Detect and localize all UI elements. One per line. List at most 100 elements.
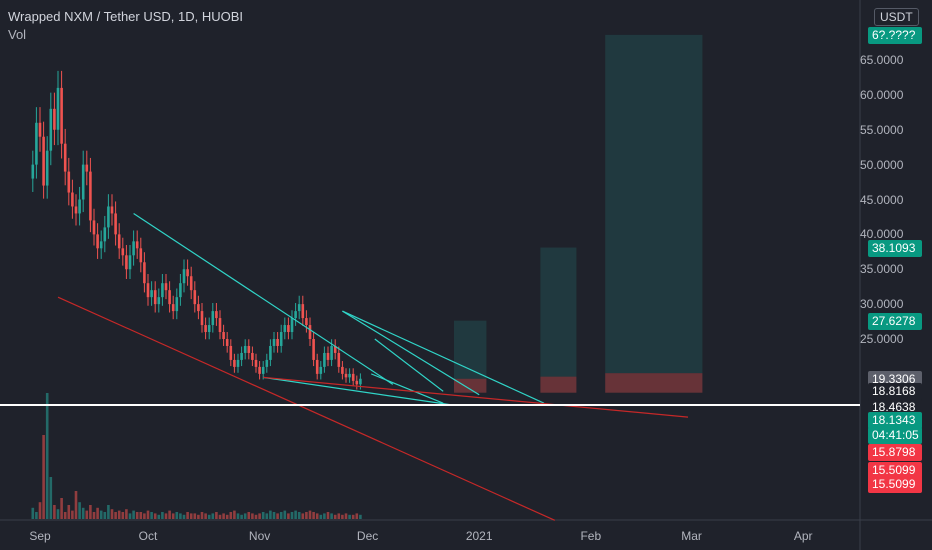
- volume-bar: [308, 510, 312, 519]
- candle-body: [294, 311, 297, 319]
- volume-bar: [276, 513, 279, 519]
- volume-bar: [305, 512, 308, 519]
- trend-line-5: [370, 373, 444, 404]
- volume-bar: [261, 512, 265, 519]
- volume-bar: [290, 512, 294, 519]
- candle-body: [143, 262, 146, 284]
- volume-bar: [135, 512, 139, 519]
- volume-bar: [171, 513, 175, 519]
- volume-bar: [132, 510, 135, 519]
- volume-bar: [143, 513, 146, 519]
- price-tag: 15.5099: [868, 476, 922, 494]
- candle-body: [207, 325, 211, 333]
- volume-bar: [337, 513, 341, 519]
- candle-body: [53, 108, 56, 130]
- candlesticks: [31, 70, 362, 390]
- symbol-title: Wrapped NXM / Tether USD, 1D, HUOBI: [8, 9, 244, 24]
- candle-body: [135, 241, 139, 249]
- candle-body: [60, 87, 63, 144]
- volume-bar: [279, 512, 283, 519]
- volume-bar: [341, 514, 344, 519]
- candle-body: [161, 283, 164, 298]
- volume-bar: [297, 512, 301, 519]
- candle-body: [301, 304, 305, 319]
- volume-bar: [139, 512, 143, 519]
- candle-body: [323, 352, 326, 367]
- time-tick-label: Apr: [793, 529, 813, 543]
- candle-body: [117, 234, 121, 249]
- price-tick-label: 25.0000: [860, 332, 904, 346]
- candle-body: [121, 248, 125, 256]
- volume-bar: [81, 507, 85, 519]
- volume-bar: [121, 512, 125, 519]
- price-tick-label: 35.0000: [860, 262, 904, 277]
- volume-bar: [35, 512, 38, 519]
- candle-body: [38, 122, 42, 137]
- candle-body: [31, 164, 35, 179]
- candle-body: [42, 136, 45, 186]
- time-tick-label: Mar: [681, 529, 702, 543]
- candle-body: [182, 269, 186, 284]
- time-tick-label: Sep: [29, 529, 51, 543]
- volume-bar: [117, 510, 121, 519]
- candle-body: [279, 332, 283, 346]
- volume-bar: [78, 502, 81, 519]
- target-profit-zone-2: [540, 247, 577, 377]
- volume-label: Vol: [8, 27, 27, 42]
- candle-body: [175, 297, 179, 312]
- candle-body: [297, 304, 301, 312]
- candle-body: [56, 87, 60, 130]
- candle-body: [276, 339, 279, 346]
- candle-body: [283, 325, 287, 333]
- trend-line-2: [263, 376, 455, 406]
- price-tick-label: 55.0000: [860, 122, 904, 137]
- candle-body: [193, 290, 197, 305]
- candle-body: [287, 325, 290, 333]
- volume-bar: [315, 513, 319, 519]
- candle-body: [319, 366, 323, 374]
- volume-bar: [103, 512, 107, 519]
- candle-body: [99, 241, 103, 249]
- target-stop-zone-1: [454, 378, 487, 393]
- trend-line-8: [263, 376, 689, 418]
- volume-bar: [323, 513, 326, 519]
- volume-bar: [107, 505, 110, 519]
- volume-bar: [114, 512, 117, 519]
- target-stop-zone-2: [540, 376, 577, 393]
- volume-bar: [333, 514, 337, 519]
- candle-body: [344, 373, 348, 378]
- volume-bar: [229, 512, 233, 519]
- volume-bar: [225, 514, 229, 519]
- candle-body: [312, 339, 315, 360]
- volume-bar: [63, 512, 67, 519]
- price-tick-label: 60.0000: [860, 87, 904, 102]
- candle-body: [240, 352, 243, 360]
- volume-bar: [348, 514, 351, 519]
- price-tag: 18.4638: [868, 398, 922, 416]
- volume-bar: [247, 512, 251, 519]
- volume-bar: [157, 514, 161, 519]
- volume-bar: [186, 512, 189, 519]
- candle-body: [351, 373, 355, 381]
- candle-body: [171, 304, 175, 312]
- volume-bar: [89, 505, 92, 519]
- time-tick-label: Dec: [356, 529, 379, 543]
- candle-body: [63, 143, 67, 172]
- candle-body: [168, 290, 171, 305]
- candle-body: [290, 318, 294, 333]
- candle-body: [326, 352, 330, 360]
- volume-bar: [344, 513, 348, 519]
- target-stop-zone-3: [605, 373, 703, 393]
- candle-body: [359, 378, 362, 385]
- currency-button[interactable]: USDT: [874, 8, 919, 26]
- candle-body: [125, 255, 128, 270]
- volume-bar: [150, 512, 153, 519]
- volume-bar: [161, 512, 164, 519]
- candle-body: [157, 297, 161, 305]
- candle-body: [74, 206, 78, 214]
- candle-body: [222, 332, 225, 339]
- volume-bar: [251, 513, 254, 519]
- volume-bar: [71, 510, 74, 519]
- candle-body: [186, 269, 189, 277]
